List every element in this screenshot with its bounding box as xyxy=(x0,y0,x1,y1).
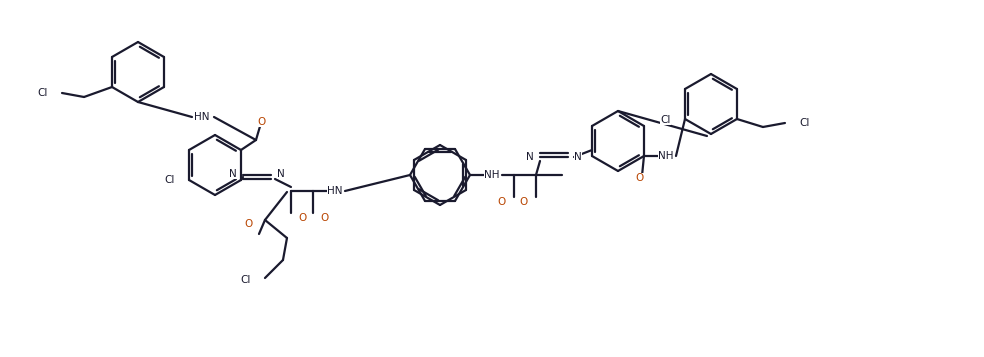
Text: NH: NH xyxy=(658,151,674,161)
Text: NH: NH xyxy=(484,170,500,180)
Text: O: O xyxy=(258,117,266,127)
Text: O: O xyxy=(498,197,506,207)
Text: N: N xyxy=(277,169,284,179)
Text: O: O xyxy=(321,213,329,223)
Text: Cl: Cl xyxy=(37,88,48,98)
Text: Cl: Cl xyxy=(660,115,670,125)
Text: N: N xyxy=(229,169,237,179)
Text: Cl: Cl xyxy=(241,275,251,285)
Text: Cl: Cl xyxy=(799,118,809,128)
Text: N: N xyxy=(526,152,534,162)
Text: O: O xyxy=(245,219,253,229)
Text: Cl: Cl xyxy=(164,175,175,185)
Text: O: O xyxy=(636,173,645,183)
Text: N: N xyxy=(574,152,582,162)
Text: O: O xyxy=(299,213,307,223)
Text: HN: HN xyxy=(194,112,210,122)
Text: O: O xyxy=(520,197,528,207)
Text: HN: HN xyxy=(328,186,342,196)
